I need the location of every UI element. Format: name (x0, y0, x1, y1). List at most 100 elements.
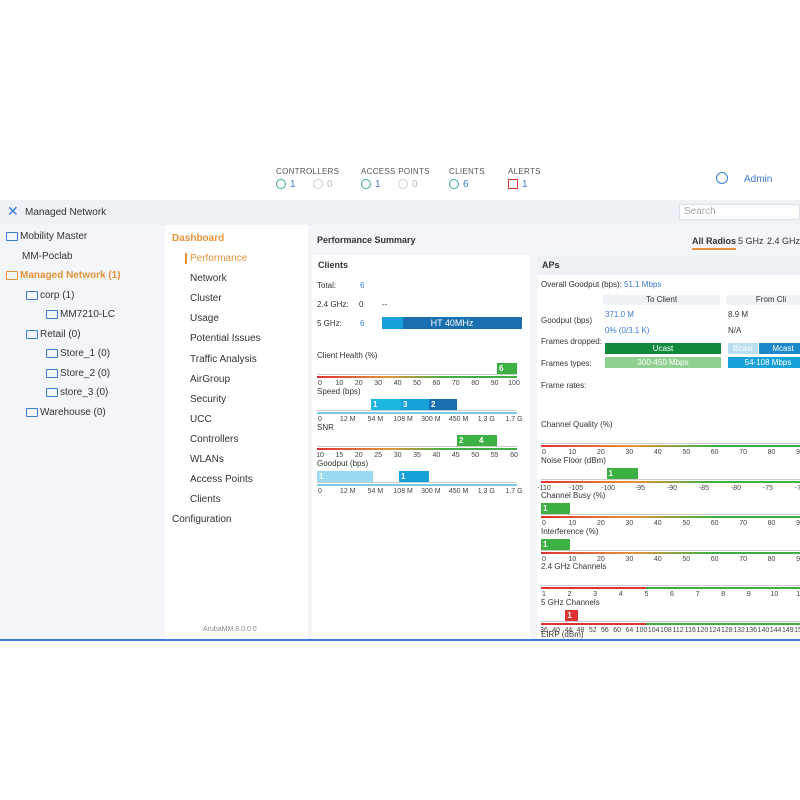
help-icon[interactable] (716, 172, 728, 184)
nav-item[interactable]: Usage (190, 313, 219, 325)
stat-count: 1 (290, 179, 296, 190)
stat-count: 1 (375, 179, 381, 190)
histogram-base (317, 482, 517, 483)
nav-item[interactable]: AirGroup (190, 373, 231, 385)
scale-tick: 90 (490, 380, 499, 387)
scale-tick: 50 (471, 452, 480, 459)
top-band (0, 200, 800, 225)
tree-item[interactable]: Store_1 (0) (60, 348, 111, 359)
row-value: 0 (359, 300, 364, 309)
nav-item[interactable]: WLANs (190, 454, 224, 465)
histogram-segment: 1 (371, 399, 401, 410)
search-box[interactable]: Search (679, 204, 800, 220)
scale-tick: 55 (490, 452, 499, 459)
scale-tick: 50 (413, 380, 421, 387)
nav-item[interactable]: Traffic Analysis (190, 353, 257, 365)
tree-item[interactable]: Mobility Master (20, 231, 88, 242)
scale-tick: 40 (552, 626, 561, 634)
nav-item[interactable]: Cluster (190, 293, 222, 305)
nav-item[interactable]: UCC (190, 413, 212, 425)
scale-tick: 2 (567, 591, 572, 598)
scale-tick: 10 (316, 452, 324, 459)
histogram-segment: 4 (477, 435, 497, 446)
tab[interactable]: 5 GHz (738, 236, 764, 246)
nav-item[interactable]: Security (190, 393, 227, 405)
tree-item[interactable]: Store_2 (0) (60, 367, 111, 379)
scale-tick: 40 (653, 449, 662, 456)
nav-item[interactable]: Access Points (190, 474, 253, 486)
histogram-label: Goodput (bps) (317, 459, 369, 468)
histogram-segment: 1 (317, 471, 373, 482)
goodput-from: N/A (728, 326, 742, 335)
tree-item[interactable]: Managed Network (1) (20, 270, 121, 281)
tree-item[interactable]: store_3 (0) (60, 387, 109, 398)
histogram-scale-line (317, 448, 517, 450)
goodput-from: 8.9 M (728, 310, 749, 319)
row-value: 6 (360, 319, 365, 328)
histogram-scale-line (541, 551, 800, 554)
tree-icon (46, 349, 58, 358)
nav-item[interactable]: Clients (190, 494, 221, 506)
scale-tick: 104 (647, 626, 660, 634)
scale-tick: 80 (471, 380, 480, 387)
tree-item[interactable]: Retail (0) (40, 328, 81, 340)
histogram-segment: 1 (565, 609, 578, 621)
nav-section[interactable]: Dashboard (172, 233, 225, 244)
scale-tick: 300 M (421, 416, 441, 423)
scale-tick: 10 (335, 380, 344, 387)
row-extra: -- (382, 300, 388, 309)
tab[interactable]: All Radios (692, 236, 737, 250)
scale-tick: 12 M (339, 488, 356, 495)
bottom-line (0, 639, 800, 641)
scale-tick: 54 M (367, 488, 384, 495)
tree-item[interactable]: Warehouse (0) (40, 406, 106, 418)
scale-tick: 80 (767, 449, 776, 456)
scale-tick: 144 (769, 626, 782, 634)
histogram-segment: 1 (541, 503, 570, 514)
nav-item[interactable]: Potential Issues (190, 333, 261, 345)
stat-icon (508, 179, 518, 189)
histogram-label: Noise Floor (dBm) (541, 455, 606, 465)
nav-configuration[interactable]: Configuration (172, 514, 232, 525)
scale-tick: 35 (413, 452, 421, 459)
user-menu[interactable]: Admin (744, 174, 773, 185)
tree-icon (26, 290, 38, 300)
scale-tick: 108 (660, 626, 672, 634)
nav-item[interactable]: Performance (185, 253, 247, 264)
version: ArubaMM.8.0.0.0 (203, 626, 257, 633)
tree-item[interactable]: MM7210-LC (60, 309, 116, 320)
tree-item[interactable]: corp (1) (40, 289, 75, 301)
scale-tick: -100 (600, 484, 616, 492)
histogram-label: 5 GHz Channels (541, 597, 600, 607)
scale-tick: 80 (767, 520, 776, 527)
cutoff-label: EIRP (dBm) (541, 630, 584, 639)
row-label: 2.4 GHz: (317, 300, 349, 309)
scale-tick: 60 (710, 520, 719, 527)
histogram-scale-line (317, 376, 517, 378)
tree-icon (46, 368, 58, 378)
goodput-to: 0% (0/3.1 K) (605, 326, 650, 335)
scale-tick: 0 (542, 520, 546, 527)
scale-tick: 30 (393, 452, 402, 459)
tree-icon (26, 407, 38, 417)
scale-tick: 100 (635, 626, 648, 634)
scale-tick: 1.3 G (477, 488, 495, 495)
scale-tick: 153 (794, 626, 800, 634)
scale-tick: 100 (508, 380, 520, 387)
scale-tick: -105 (568, 484, 584, 492)
nav-item[interactable]: Controllers (190, 433, 239, 445)
scale-tick: 140 (757, 626, 770, 634)
tree-item[interactable]: MM-Poclab (22, 250, 73, 262)
tab[interactable]: 2.4 GHz (767, 236, 800, 246)
scale-tick: 0 (318, 416, 322, 423)
histogram-segment: 3 (401, 399, 429, 410)
histogram-segment: 2 (457, 435, 477, 446)
nav-item[interactable]: Network (190, 273, 227, 285)
scale-tick: 132 (733, 626, 745, 634)
scale-tick: 52 (588, 626, 597, 634)
scale-tick: 300 M (421, 488, 441, 495)
tree-icon (46, 388, 58, 397)
scale-tick: 44 (564, 626, 573, 634)
histogram-scale-line (317, 412, 517, 414)
dropped-from: Mcast (759, 343, 800, 354)
